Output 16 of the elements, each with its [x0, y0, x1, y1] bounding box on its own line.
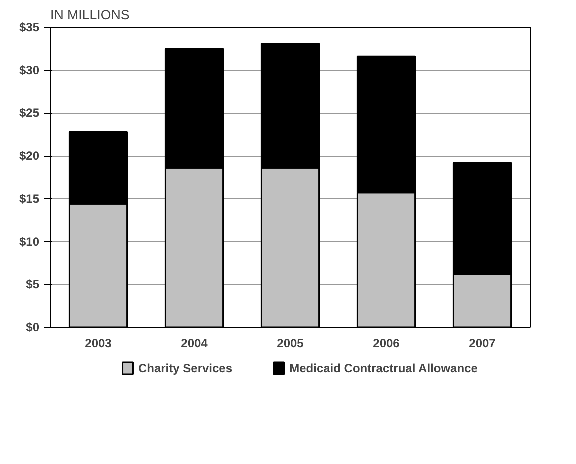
- chart-title: IN MILLIONS: [50, 8, 130, 22]
- y-tick-label: $10: [19, 234, 40, 249]
- legend-label: Charity Services: [138, 362, 233, 376]
- y-tick-label: $0: [26, 320, 40, 334]
- y-tick-label: $15: [19, 192, 40, 206]
- x-tick-label: 2005: [277, 336, 304, 350]
- x-tick-label: 2007: [469, 336, 496, 350]
- x-tick-label: 2003: [85, 336, 112, 350]
- y-tick-label: $30: [19, 63, 40, 78]
- y-tick-label: $35: [19, 20, 40, 34]
- y-tick-label: $20: [19, 149, 40, 164]
- y-tick-label: $25: [19, 106, 40, 120]
- x-tick-label: 2006: [373, 336, 400, 350]
- x-tick-label: 2004: [181, 336, 208, 350]
- legend-label: Medicaid Contractrual Allowance: [290, 362, 478, 376]
- y-tick-label: $5: [26, 278, 40, 292]
